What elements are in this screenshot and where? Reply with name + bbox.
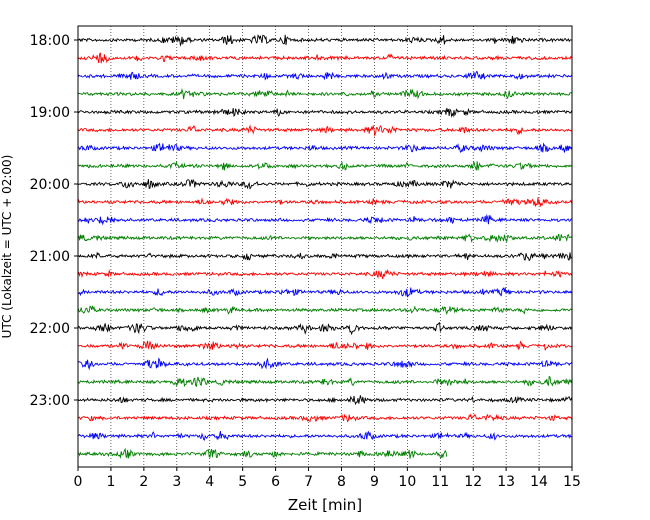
y-tick-label: 23:00: [30, 393, 70, 409]
y-axis-label: UTC (Lokalzeit = UTC + 02:00): [0, 155, 14, 339]
plot-frame: [77, 25, 573, 468]
trace-2015: [77, 197, 573, 208]
x-tick-label: 5: [238, 474, 247, 490]
x-tick-label: 14: [530, 474, 548, 490]
trace-2315: [77, 413, 572, 423]
y-axis: 18:00 19:00 20:00 21:00 22:00 23:00: [30, 33, 78, 409]
x-tick-label: 2: [139, 474, 148, 490]
trace-2145: [77, 304, 572, 316]
trace-2215: [77, 340, 572, 351]
x-tick-label: 4: [205, 474, 214, 490]
trace-1800: [77, 34, 572, 47]
x-axis: 0 1 2 3 4 5 6 7 8 9 10 11 12 13 14 15: [74, 467, 581, 490]
trace-2030: [77, 213, 572, 226]
x-axis-label: Zeit [min]: [288, 496, 362, 514]
y-tick-label: 18:00: [30, 33, 70, 49]
trace-1815: [77, 52, 572, 64]
x-tick-label: 9: [370, 474, 379, 490]
trace-2230: [77, 357, 572, 371]
x-tick-label: 0: [74, 474, 83, 490]
y-tick-label: 19:00: [30, 105, 70, 121]
x-tick-label: 15: [563, 474, 581, 490]
trace-1830: [77, 71, 572, 81]
trace-2100: [77, 251, 572, 262]
trace-1915: [77, 124, 572, 137]
seismogram-traces: [77, 34, 573, 459]
trace-1945: [77, 160, 572, 171]
x-tick-label: 8: [337, 474, 346, 490]
trace-1930: [77, 142, 573, 153]
x-tick-label: 6: [271, 474, 280, 490]
trace-2200: [77, 321, 573, 336]
x-tick-label: 12: [464, 474, 482, 490]
trace-2300: [77, 395, 573, 406]
x-tick-label: 11: [431, 474, 449, 490]
trace-2330: [77, 430, 572, 441]
x-tick-label: 10: [398, 474, 416, 490]
trace-2345: [77, 447, 448, 459]
trace-1845: [77, 88, 572, 100]
x-tick-label: 3: [172, 474, 181, 490]
trace-1900: [77, 107, 573, 118]
x-tick-label: 1: [106, 474, 115, 490]
trace-2130: [77, 287, 573, 298]
y-tick-label: 22:00: [30, 321, 70, 337]
trace-2000: [77, 178, 572, 190]
trace-2245: [77, 375, 573, 388]
y-tick-label: 20:00: [30, 177, 70, 193]
y-tick-label: 21:00: [30, 249, 70, 265]
x-tick-label: 7: [304, 474, 313, 490]
trace-2045: [77, 233, 572, 243]
trace-2115: [77, 268, 573, 280]
x-tick-label: 13: [497, 474, 515, 490]
